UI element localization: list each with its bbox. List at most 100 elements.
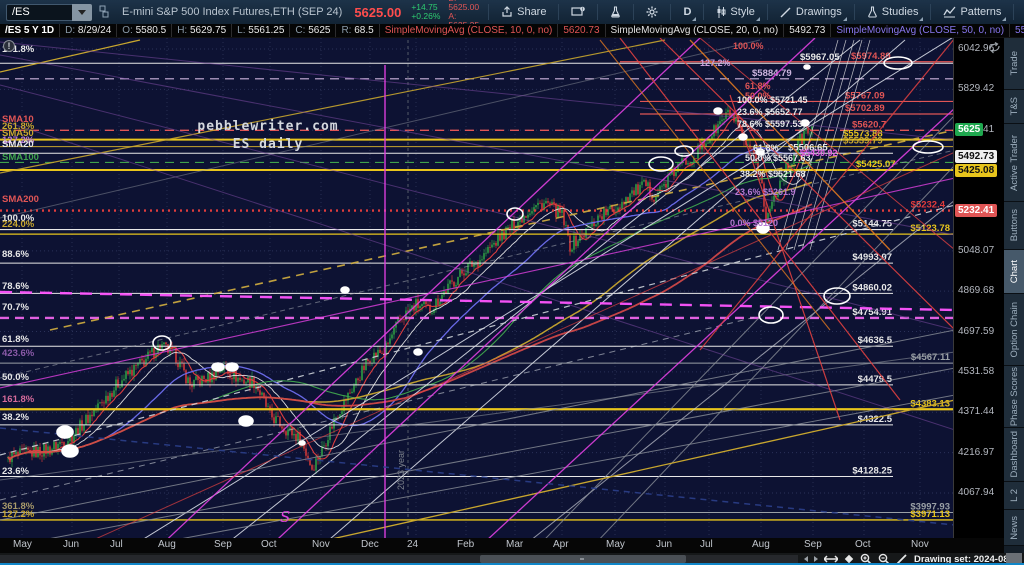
ellipse-annotation[interactable]	[413, 348, 423, 356]
trendline[interactable]	[785, 39, 847, 251]
study-name[interactable]: SimpleMovingAvg (CLOSE, 20, 0, no)	[606, 24, 785, 37]
trendline[interactable]	[0, 177, 953, 389]
sidebar-tab-chart[interactable]: Chart	[1004, 250, 1024, 294]
corner-scroll-piece[interactable]	[1006, 553, 1022, 563]
status-symbol-timeframe[interactable]: /ES 5 Y 1D	[0, 24, 61, 37]
share-button[interactable]: Share	[494, 0, 553, 24]
trendline[interactable]	[0, 427, 953, 526]
ellipse-annotation[interactable]	[823, 287, 851, 305]
trendline[interactable]	[0, 152, 953, 538]
trendline[interactable]	[0, 399, 953, 538]
drawings-button[interactable]: Drawings	[773, 0, 849, 24]
trendline[interactable]	[0, 41, 953, 141]
trendline[interactable]	[0, 315, 761, 501]
timeframe-button[interactable]: D	[676, 0, 698, 24]
trendline[interactable]	[500, 200, 953, 538]
ellipse-annotation[interactable]	[738, 133, 748, 141]
trendline[interactable]	[0, 38, 953, 538]
trendline[interactable]	[0, 39, 141, 73]
sidebar-tab-dashboard[interactable]: Dashboard	[1004, 428, 1024, 482]
price-axis[interactable]: 6042.965829.425621.415048.074869.684697.…	[953, 38, 1004, 538]
symbol-dropdown-button[interactable]	[72, 3, 92, 21]
ellipse-annotation[interactable]	[506, 207, 524, 221]
trendline[interactable]	[0, 367, 953, 538]
time-axis[interactable]: May Jun Jul Aug Sep Oct Nov Dec 24 Feb Mar Apr May Ju…	[0, 538, 1004, 553]
trendline[interactable]	[699, 38, 953, 351]
alerts-button[interactable]: !	[564, 0, 592, 24]
analysis-button[interactable]	[603, 0, 628, 24]
sidebar-tab-l-2[interactable]: L 2	[1004, 482, 1024, 510]
study-name[interactable]: SimpleMovingAvg (CLOSE, 50, 0, no)	[831, 24, 1011, 37]
sidebar-tab-trade[interactable]: Trade	[1004, 38, 1024, 90]
trendline[interactable]	[599, 39, 831, 331]
menu-button[interactable]	[1019, 0, 1024, 24]
hscroll-track[interactable]	[0, 555, 798, 563]
ellipse-annotation[interactable]	[912, 140, 944, 154]
ellipse-annotation[interactable]	[803, 64, 811, 70]
patterns-button[interactable]: Patterns	[936, 0, 1008, 24]
trendline[interactable]	[0, 54, 953, 236]
draw-pencil-icon[interactable]	[896, 553, 908, 565]
ellipse-annotation[interactable]	[61, 444, 79, 458]
ellipse-annotation[interactable]	[211, 362, 225, 372]
sidebar-tab-buttons[interactable]: Buttons	[1004, 202, 1024, 250]
symbol-input[interactable]: /ES	[6, 3, 72, 21]
trendline[interactable]	[140, 38, 701, 538]
trendline[interactable]	[659, 38, 953, 330]
axis-tick-label: 5048.07	[958, 244, 995, 256]
ellipse-annotation[interactable]	[756, 222, 770, 234]
ellipse-annotation[interactable]	[674, 145, 694, 157]
ellipse-annotation[interactable]	[225, 362, 239, 372]
scroll-right-icon[interactable]	[814, 556, 818, 562]
sidebar-tab-phase-scores[interactable]: Phase Scores	[1004, 366, 1024, 428]
ellipse-annotation[interactable]	[648, 156, 674, 172]
month-label: Nov	[312, 539, 330, 550]
trendline[interactable]	[699, 38, 953, 250]
trendline[interactable]	[0, 39, 761, 219]
drawing-set-selector[interactable]: Drawing set: 2024-0872	[914, 554, 1024, 565]
price-chart-canvas[interactable]: $5974.89 $5967.05 $5884.79 $5767.09 $5702.89…	[0, 38, 953, 538]
trendline[interactable]	[575, 165, 953, 538]
trendline[interactable]	[460, 108, 953, 538]
sidebar-tab-option-chain[interactable]: Option Chain	[1004, 294, 1024, 366]
ellipse-annotation[interactable]	[56, 425, 74, 439]
study-name[interactable]: SimpleMovingAvg (CLOSE, 10, 0, no)	[380, 24, 559, 37]
trendline[interactable]	[0, 39, 666, 174]
trendline[interactable]	[0, 351, 953, 481]
ellipse-annotation[interactable]	[758, 306, 784, 324]
ellipse-annotation[interactable]	[340, 286, 350, 294]
left-level-label: 70.7%	[2, 302, 29, 313]
trendline[interactable]	[250, 38, 816, 538]
ellipse-annotation[interactable]	[800, 119, 810, 127]
ellipse-annotation[interactable]	[298, 440, 306, 446]
trendline[interactable]	[0, 290, 953, 312]
sidebar-tab-active-trader[interactable]: Active Trader	[1004, 124, 1024, 202]
trendline[interactable]	[729, 94, 841, 421]
sidebar-tab-t-s[interactable]: T&S	[1004, 90, 1024, 124]
trendline[interactable]	[809, 39, 871, 251]
ellipse-annotation[interactable]	[152, 335, 172, 351]
chart-area[interactable]: $5974.89 $5967.05 $5884.79 $5767.09 $5702.89…	[0, 38, 953, 538]
ellipse-annotation[interactable]	[883, 56, 913, 70]
scroll-left-icon[interactable]	[804, 556, 808, 562]
trendline[interactable]	[793, 39, 855, 251]
auto-scale-icon[interactable]	[844, 554, 854, 564]
trendline[interactable]	[0, 149, 953, 379]
trendline[interactable]	[0, 119, 953, 430]
ellipse-annotation[interactable]	[713, 107, 723, 115]
sidebar-tab-news[interactable]: News	[1004, 510, 1024, 546]
ellipse-annotation[interactable]	[755, 148, 765, 156]
axis-settings-icon[interactable]	[988, 41, 1001, 54]
style-button[interactable]: Style	[709, 0, 761, 24]
trendline[interactable]	[689, 39, 891, 251]
studies-button[interactable]: Studies	[860, 0, 926, 24]
trendline[interactable]	[0, 329, 953, 521]
trendline[interactable]	[40, 394, 953, 538]
trendline[interactable]	[801, 39, 863, 251]
settings-button[interactable]	[639, 0, 665, 24]
chart-link-icon[interactable]	[98, 5, 110, 19]
ellipse-annotation[interactable]	[238, 415, 254, 427]
trendline[interactable]	[619, 38, 901, 401]
info-icon[interactable]: !	[3, 40, 15, 52]
pan-horizontal-icon[interactable]	[824, 554, 838, 564]
